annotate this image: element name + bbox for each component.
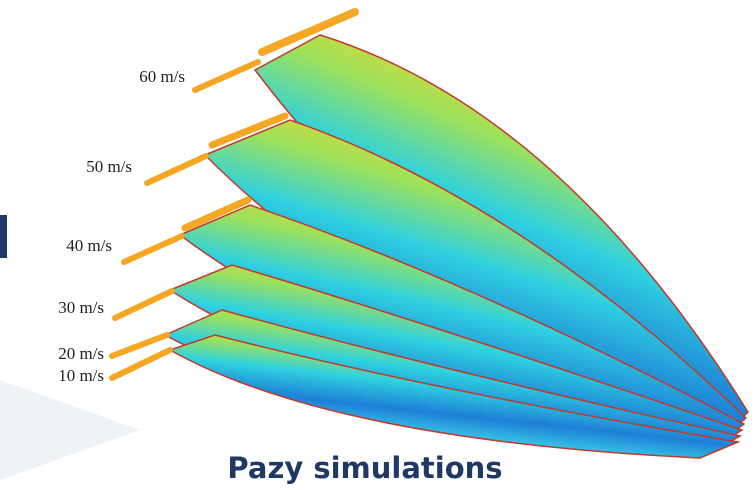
spar	[181, 196, 252, 232]
speed-label: 50 m/s	[86, 157, 132, 176]
speed-label: 60 m/s	[139, 67, 185, 86]
rod	[109, 332, 170, 359]
speed-label: 20 m/s	[58, 344, 104, 363]
speed-label: 40 m/s	[66, 236, 112, 255]
caption: Pazy simulations	[227, 451, 502, 485]
speed-label: 30 m/s	[58, 298, 104, 317]
rod	[109, 347, 173, 381]
rod	[121, 233, 185, 265]
background-shape	[0, 380, 140, 480]
speed-label: 10 m/s	[58, 366, 104, 385]
wings	[109, 8, 749, 459]
rod	[144, 153, 209, 186]
wing-10	[168, 334, 741, 459]
spar	[208, 112, 289, 149]
rod	[192, 59, 261, 93]
spar	[258, 8, 359, 56]
rod	[112, 288, 175, 321]
accent-bar	[0, 215, 7, 258]
